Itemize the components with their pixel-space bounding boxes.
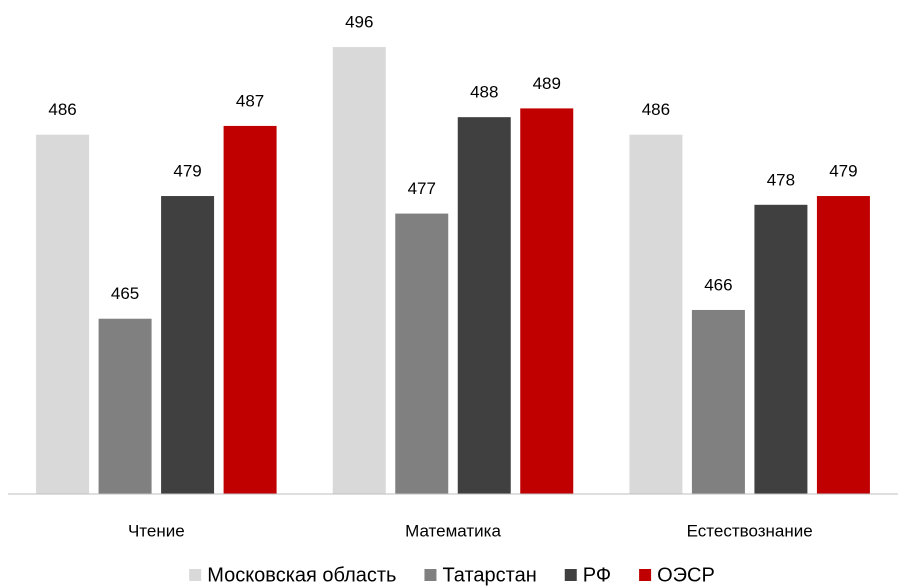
bar [457,117,511,494]
value-label: 488 [470,83,498,102]
bar [223,125,277,494]
bar [395,213,449,494]
legend-swatch [424,569,437,581]
bar [520,108,574,495]
bar [754,204,808,495]
legend-swatch [564,569,577,581]
legend-swatch [189,569,202,581]
bar [36,134,90,494]
value-label: 478 [767,170,795,189]
value-label: 486 [642,100,670,119]
bar [629,134,683,494]
bar [332,47,386,495]
legend-swatch [639,569,652,581]
bar [98,318,152,494]
x-tick-label: Чтение [128,521,185,540]
value-label: 466 [704,275,732,294]
bar [691,309,745,494]
bar [816,196,870,494]
legend-label: Московская область [207,564,396,586]
value-label: 479 [173,162,201,181]
x-tick-label: Математика [405,521,501,540]
value-label: 487 [236,91,264,110]
x-tick-label: Естествознание [687,521,813,540]
legend-label: ОЭСР [657,564,715,586]
legend-label: Татарстан [442,564,536,586]
value-label: 479 [829,162,857,181]
legend-label: РФ [583,564,611,586]
value-label: 496 [345,13,373,32]
value-label: 477 [408,179,436,198]
bar [161,196,215,494]
value-label: 486 [48,100,76,119]
value-label: 465 [111,284,139,303]
value-label: 489 [533,74,561,93]
